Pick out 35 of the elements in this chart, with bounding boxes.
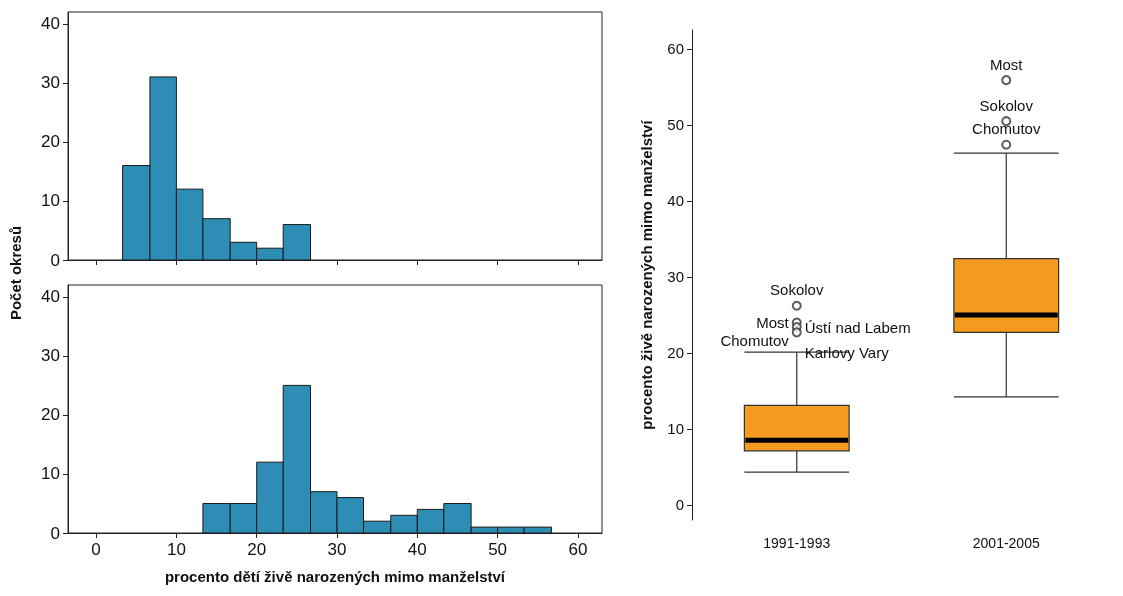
y-tick-label: 60 bbox=[667, 40, 684, 58]
y-tick-label: 10 bbox=[41, 464, 60, 484]
x-tick-label: 10 bbox=[166, 540, 186, 559]
x-tick-label: 2001-2005 bbox=[972, 535, 1040, 551]
y-tick-label: 30 bbox=[41, 346, 60, 366]
annotation: Most bbox=[756, 313, 790, 331]
annotation: Most bbox=[989, 55, 1024, 73]
x-tick-label: 40 bbox=[407, 540, 427, 559]
y-tick-label: 20 bbox=[41, 405, 60, 425]
y-tick-label: 40 bbox=[41, 287, 60, 307]
x-tick-label: 20 bbox=[247, 540, 267, 559]
x-tick-label: 1991-1993 bbox=[763, 535, 831, 551]
x-axis-title: procento dětí živě narozených mimo manželství bbox=[164, 568, 506, 585]
y-tick-label: 40 bbox=[41, 14, 60, 34]
y-axis-title: Počet okresů bbox=[6, 225, 24, 320]
x-tick-label: 30 bbox=[327, 540, 347, 559]
y-tick-label: 20 bbox=[667, 344, 684, 362]
x-tick-label: 0 bbox=[91, 540, 101, 559]
y-tick-label: 0 bbox=[675, 496, 684, 514]
y-tick-label: 10 bbox=[667, 420, 684, 438]
y-tick-label: 30 bbox=[667, 268, 684, 286]
annotation: Chomutov bbox=[720, 331, 790, 349]
y-tick-label: 0 bbox=[50, 250, 60, 270]
y-tick-label: 30 bbox=[41, 73, 60, 93]
x-tick-label: 60 bbox=[568, 540, 588, 559]
y-tick-label: 10 bbox=[41, 191, 60, 211]
annotation: Chomutov bbox=[972, 120, 1041, 138]
y-tick-label: 20 bbox=[41, 132, 60, 152]
y-tick-label: 40 bbox=[667, 192, 684, 210]
annotation: Sokolov bbox=[770, 281, 824, 299]
y-axis-title: procento živě narozených mimo manželství bbox=[638, 119, 655, 430]
y-tick-label: 50 bbox=[667, 116, 684, 134]
x-tick-label: 50 bbox=[488, 540, 508, 559]
annotation: Ústí nad Labem bbox=[804, 318, 911, 336]
annotation: Sokolov bbox=[979, 96, 1034, 114]
